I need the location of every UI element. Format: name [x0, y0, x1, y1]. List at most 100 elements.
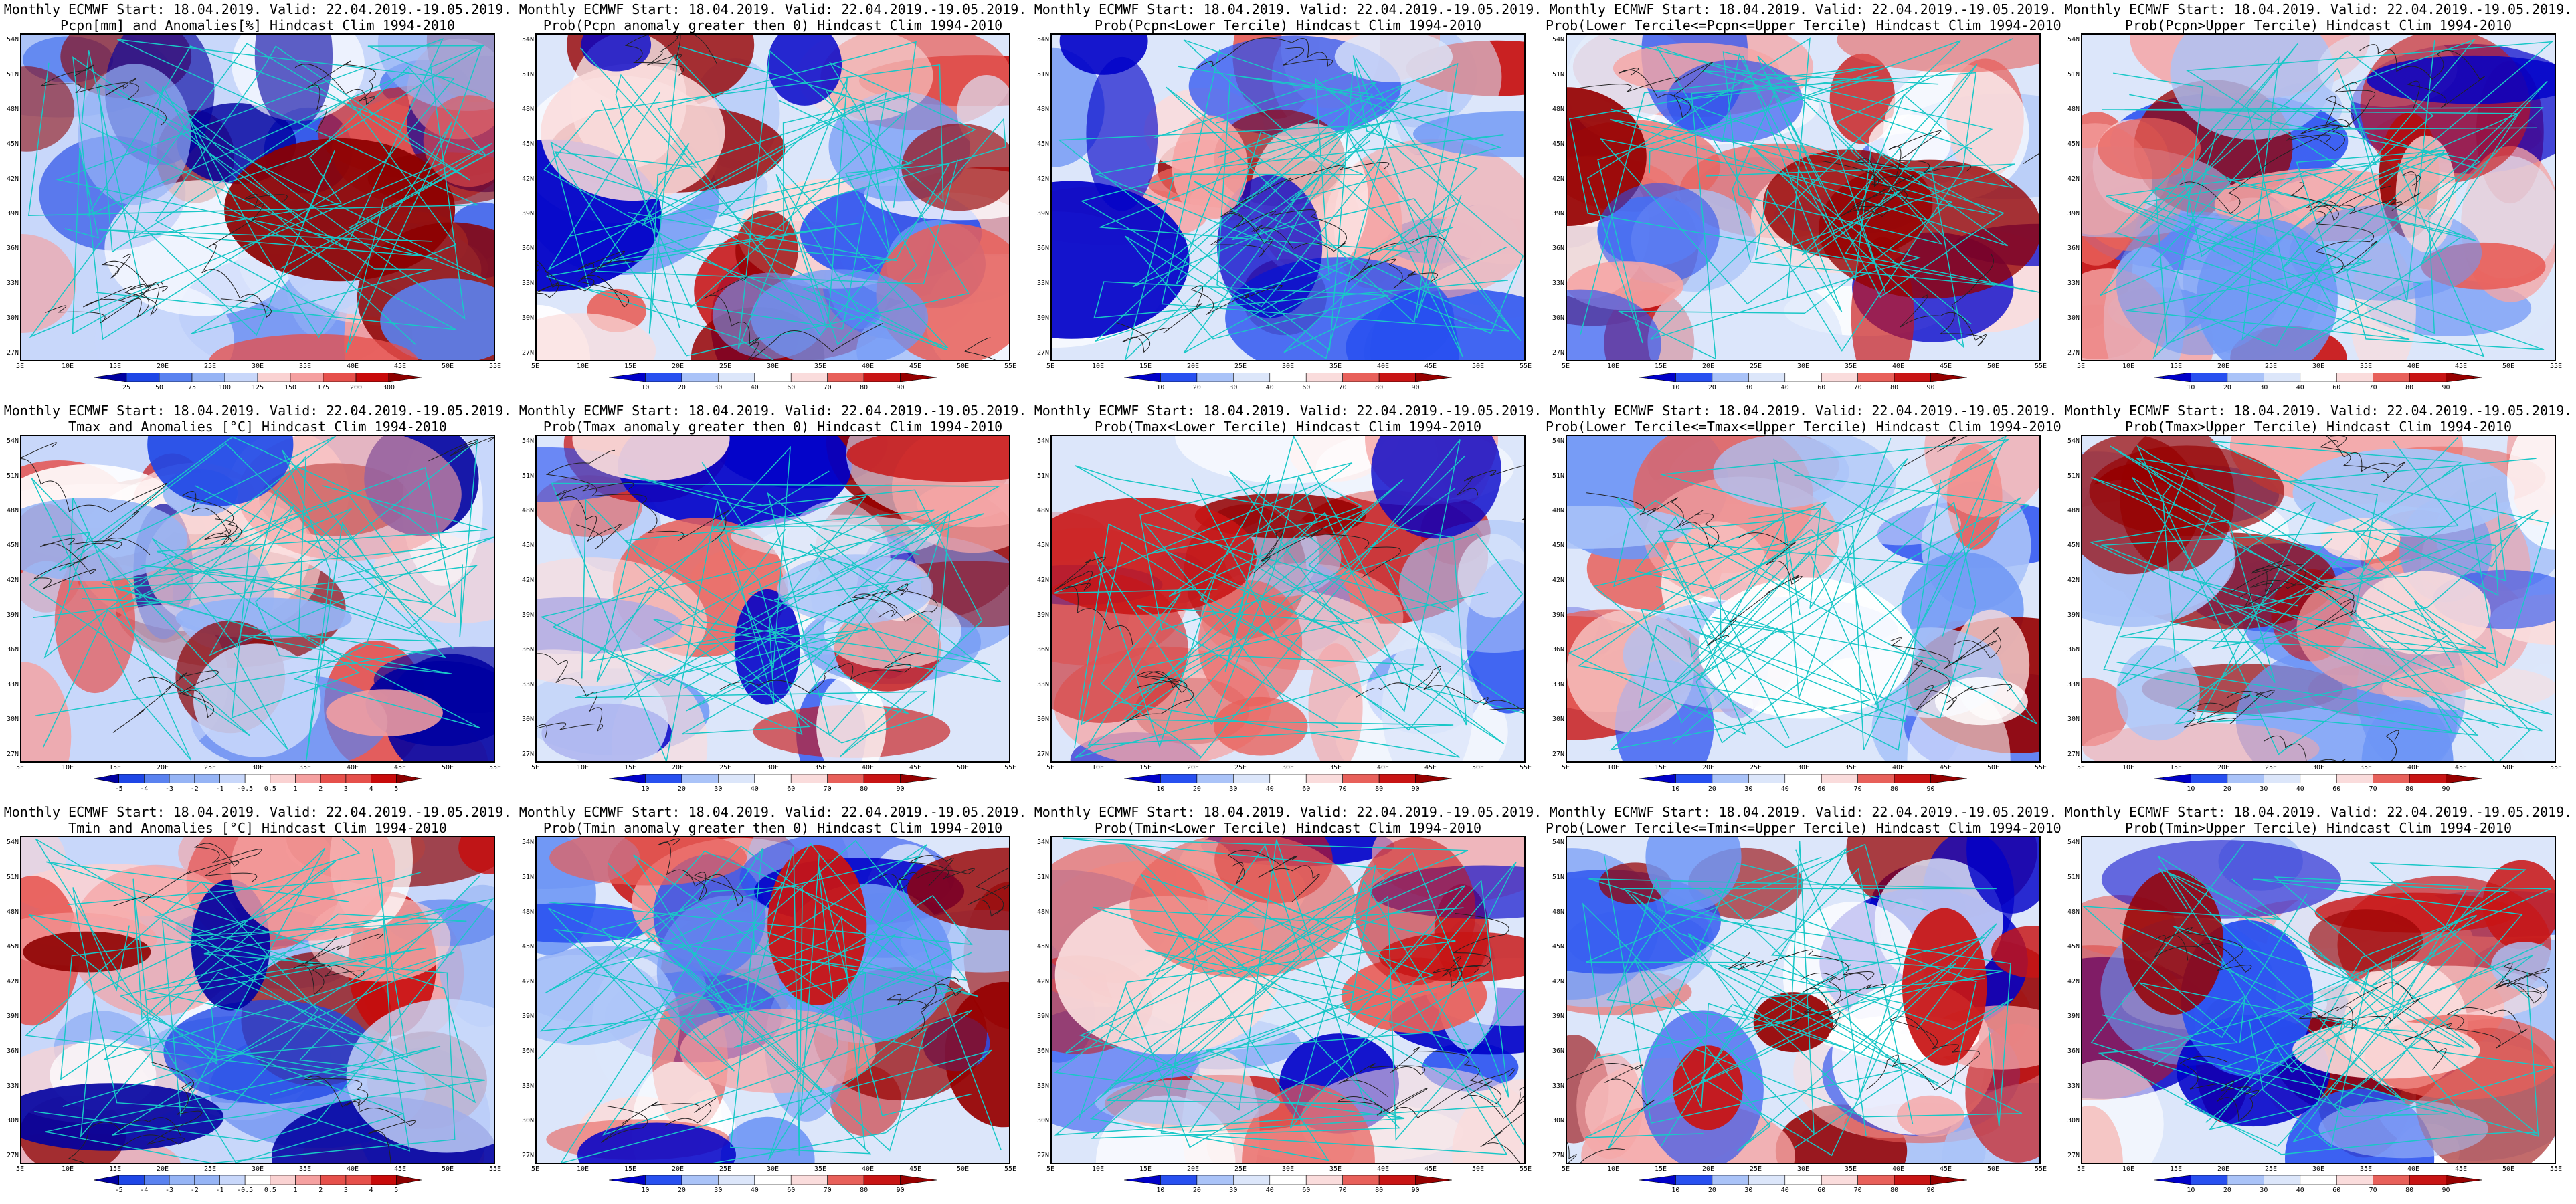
longitude-label: 45E: [393, 764, 407, 771]
coastline: [2102, 862, 2545, 1147]
colorbar-swatch: [257, 373, 291, 382]
longitude-label: 55E: [2034, 1165, 2047, 1173]
colorbar-swatch: [2300, 1175, 2337, 1185]
latitude-label: 48N: [6, 106, 19, 113]
colorbar-label: 20: [1192, 384, 1201, 391]
latitude-label: 39N: [2067, 611, 2080, 619]
shaded-region: [2357, 571, 2491, 655]
colorbar-swatch: [1748, 373, 1786, 382]
latitude-label: 27N: [1036, 750, 1049, 758]
colorbar-label: -5: [114, 785, 123, 793]
colorbar-swatch: [295, 774, 321, 783]
longitude-label: 35E: [298, 363, 312, 370]
latitude-label: 30N: [1552, 314, 1564, 322]
map-field: [2082, 837, 2555, 1163]
colorbar-label: 20: [1708, 785, 1716, 793]
coastline: [543, 49, 944, 349]
shaded-region: [1095, 1080, 1281, 1126]
latitude-label: 39N: [1552, 611, 1564, 619]
colorbar-swatch: [2336, 373, 2373, 382]
longitude-label: 35E: [1844, 363, 1857, 370]
latitude-label: 39N: [2067, 210, 2080, 217]
colorbar-swatch: [1378, 1175, 1416, 1185]
colorbar-label: -0.5: [237, 785, 254, 793]
shaded-region: [54, 550, 136, 694]
colorbar-swatch: [118, 1175, 145, 1185]
colorbar-label: 0.5: [264, 1187, 276, 1194]
latitude-label: 54N: [6, 437, 19, 445]
longitude-label: 50E: [2502, 363, 2515, 370]
latitude-label: 27N: [1552, 349, 1564, 357]
coastline: [2100, 100, 2544, 334]
longitude-label: 30E: [766, 764, 779, 771]
longitude-label: 40E: [346, 363, 359, 370]
panel-title: Monthly ECMWF Start: 18.04.2019. Valid: …: [1030, 403, 1546, 435]
contour-line: [600, 1098, 716, 1143]
coastline: [43, 436, 446, 659]
latitude-label: 36N: [1552, 245, 1564, 252]
colorbar-swatch: [681, 1175, 719, 1185]
latitude-label: 45N: [2067, 542, 2080, 549]
latitude-label: 45N: [2067, 140, 2080, 148]
coastline: [2157, 855, 2477, 1123]
colorbar-swatch: [681, 774, 719, 783]
colorbar-label: 30: [1229, 1187, 1238, 1194]
panel-title: Monthly ECMWF Start: 18.04.2019. Valid: …: [2061, 1, 2576, 33]
contour-line: [112, 670, 219, 733]
latitude-label: 48N: [1552, 507, 1564, 514]
shaded-region: [1902, 908, 1987, 1066]
longitude-label: 5E: [2076, 1165, 2086, 1173]
longitude-label: 20E: [156, 1165, 169, 1173]
longitude-label: 10E: [1091, 764, 1105, 771]
colorbar-label: 150: [284, 384, 297, 391]
colorbar-swatch: [2336, 774, 2373, 783]
latitude-label: 30N: [521, 1117, 534, 1124]
coastline: [1095, 58, 1457, 354]
longitude-label: 50E: [2502, 1165, 2515, 1173]
longitude-label: 50E: [956, 1165, 970, 1173]
longitude-label: 25E: [1234, 764, 1247, 771]
colorbar-label: 200: [349, 384, 363, 391]
latitude-label: 48N: [1036, 908, 1049, 916]
colorbar-swatch: [2336, 1175, 2373, 1185]
coastline: [98, 83, 494, 280]
latitude-label: 39N: [1036, 210, 1049, 217]
colorbar-swatch: [1160, 373, 1198, 382]
panel-title-line2: Prob(Tmax<Lower Tercile) Hindcast Clim 1…: [1095, 419, 1481, 435]
coastline: [1231, 55, 1522, 357]
colorbar-label: 70: [1338, 384, 1347, 391]
shaded-region: [78, 64, 191, 205]
coastline: [1074, 474, 1362, 748]
colorbar-swatch: [1305, 1175, 1343, 1185]
colorbar-swatch: [144, 774, 170, 783]
longitude-label: 35E: [2359, 363, 2373, 370]
latitude-label: 36N: [1552, 1047, 1564, 1055]
longitude-label: 10E: [2122, 1165, 2135, 1173]
latitude-label: 33N: [1036, 280, 1049, 287]
latitude-label: 27N: [6, 750, 19, 758]
colorbar-label: -4: [140, 785, 149, 793]
colorbar-swatch: [754, 1175, 792, 1185]
colorbar-label: 90: [1926, 1187, 1935, 1194]
colorbar-swatch: [718, 1175, 755, 1185]
longitude-label: 15E: [1654, 764, 1667, 771]
colorbar-label: 90: [1411, 384, 1420, 391]
longitude-label: 30E: [251, 1165, 264, 1173]
coastline: [1089, 874, 1524, 1161]
colorbar-swatch: [320, 1175, 347, 1185]
colorbar-label: 90: [896, 384, 905, 391]
shaded-region: [767, 35, 842, 106]
contour-line: [2179, 1056, 2260, 1122]
colorbar-swatch: [1415, 1175, 1452, 1185]
longitude-label: 30E: [1281, 363, 1295, 370]
shaded-region: [1645, 476, 1839, 601]
colorbar-swatch: [2227, 373, 2264, 382]
colorbar-swatch: [2191, 1175, 2228, 1185]
longitude-label: 10E: [1606, 1165, 1620, 1173]
longitude-label: 20E: [671, 363, 684, 370]
coastline: [549, 844, 973, 1041]
longitude-label: 55E: [2034, 764, 2047, 771]
latitude-label: 48N: [2067, 507, 2080, 514]
latitude-label: 30N: [1552, 716, 1564, 723]
colorbar-swatch: [2154, 1175, 2191, 1185]
